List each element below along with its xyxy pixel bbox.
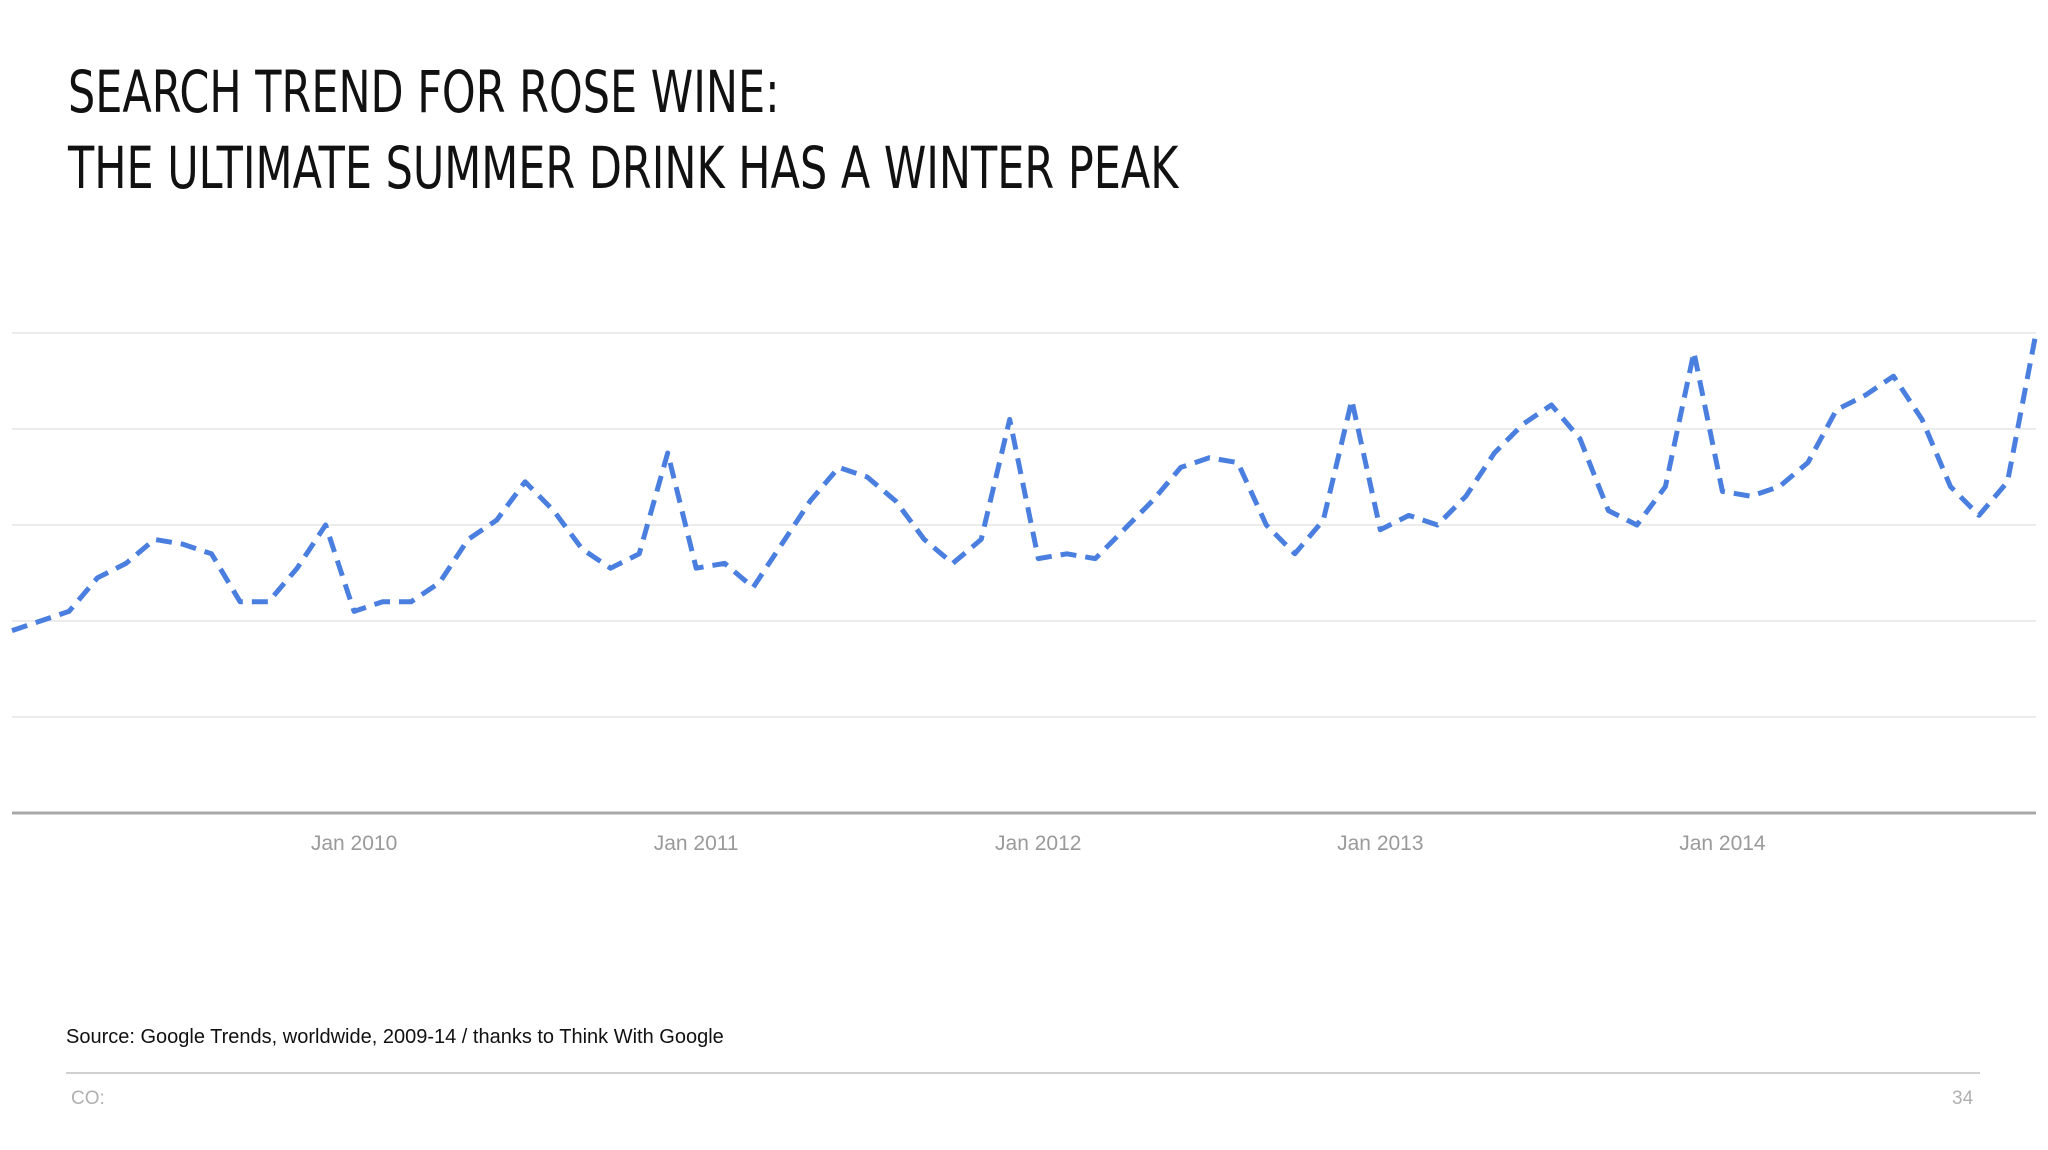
trend-line: [11, 332, 2039, 633]
x-tick-label: Jan 2014: [1679, 832, 1766, 855]
search-trend-chart: Jan 2010 Jan 2011 Jan 2012 Jan 2013 Jan 2014: [11, 332, 2039, 855]
source-note: Source: Google Trends, worldwide, 2009-1…: [66, 1026, 724, 1048]
x-tick-label: Jan 2013: [1337, 832, 1423, 855]
chart-grid: [12, 332, 2036, 718]
footer-divider: [66, 1072, 1980, 1074]
x-tick-label: Jan 2012: [995, 832, 1081, 855]
x-tick-label: Jan 2011: [654, 832, 739, 855]
x-tick-label: Jan 2010: [311, 832, 397, 855]
title-line-1: SEARCH TREND FOR ROSE WINE:: [68, 58, 780, 126]
footer-label: CO:: [71, 1088, 105, 1109]
title-line-2: THE ULTIMATE SUMMER DRINK HAS A WINTER P…: [68, 134, 1179, 202]
slide-title: SEARCH TREND FOR ROSE WINE: THE ULTIMATE…: [68, 54, 1178, 206]
x-tick-labels: Jan 2010 Jan 2011 Jan 2012 Jan 2013 Jan 2014: [311, 832, 1766, 855]
page-number: 34: [1952, 1088, 1974, 1109]
